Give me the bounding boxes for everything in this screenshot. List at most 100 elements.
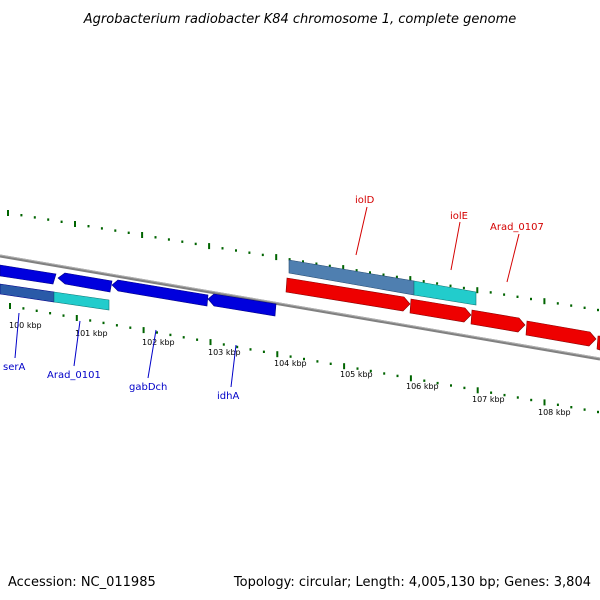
- inner-tick: [169, 333, 172, 337]
- leader-arad-0107: [506, 233, 520, 283]
- scale-label: 106 kbp: [406, 382, 439, 391]
- inner-tick: [543, 399, 546, 406]
- inner-tick: [222, 343, 225, 346]
- inner-tick: [556, 403, 559, 406]
- inner-tick: [209, 339, 212, 346]
- inner-tick: [156, 331, 158, 334]
- inner-tick: [369, 369, 372, 373]
- map-title: Agrobacterium radiobacter K84 chromosome…: [83, 12, 516, 27]
- inner-tick: [476, 387, 479, 394]
- gene-label-gabdch[interactable]: gabDch: [129, 382, 167, 393]
- inner-tick: [570, 406, 573, 409]
- gene-label-iole[interactable]: iolE: [450, 211, 468, 222]
- inner-tick: [383, 372, 386, 375]
- outer-tick: [449, 284, 452, 287]
- outer-tick-ring: [7, 210, 599, 312]
- accession-text: Accession: NC_011985: [8, 575, 156, 590]
- outer-tick: [583, 306, 586, 309]
- outer-tick: [20, 214, 23, 217]
- outer-tick: [382, 273, 385, 276]
- outer-tick: [74, 221, 76, 227]
- outer-tick: [395, 275, 398, 279]
- gene-arrow-red-1[interactable]: [285, 277, 411, 312]
- gene-arrow-arad-0101[interactable]: [53, 291, 110, 311]
- outer-tick: [409, 276, 412, 283]
- inner-tick: [75, 315, 78, 321]
- gene-arrow-row1-b[interactable]: [57, 272, 113, 293]
- inner-tick: [463, 386, 466, 390]
- outer-tick: [87, 225, 90, 228]
- outer-tick: [127, 231, 130, 234]
- gene-label-idha[interactable]: idhA: [217, 391, 239, 402]
- outer-tick: [543, 298, 546, 305]
- inner-tick: [303, 357, 305, 361]
- outer-tick: [503, 293, 506, 296]
- outer-tick: [369, 271, 371, 274]
- gene-label-arad-0101[interactable]: Arad_0101: [47, 370, 101, 381]
- genome-summary-text: Topology: circular; Length: 4,005,130 bp…: [233, 575, 591, 590]
- inner-tick: [343, 363, 346, 370]
- outer-tick: [328, 264, 331, 268]
- scale-label: 105 kbp: [340, 370, 373, 379]
- inner-tick: [436, 381, 439, 385]
- inner-tick: [396, 374, 399, 378]
- outer-tick: [235, 249, 237, 252]
- gene-arrow-iole[interactable]: [413, 280, 477, 306]
- outer-tick: [167, 238, 170, 241]
- scale-label: 104 kbp: [274, 359, 307, 368]
- outer-tick: [436, 282, 439, 285]
- inner-tick: [490, 391, 493, 394]
- gene-leader-lines: [14, 206, 520, 388]
- inner-tick: [115, 324, 118, 327]
- inner-tick: [356, 367, 359, 370]
- gene-arrow-red-2[interactable]: [409, 298, 472, 323]
- outer-tick: [315, 262, 318, 265]
- outer-tick: [422, 280, 425, 283]
- gene-arrow-red-3[interactable]: [470, 309, 526, 333]
- scale-label: 108 kbp: [538, 408, 571, 417]
- outer-tick: [342, 265, 345, 272]
- inner-tick: [530, 398, 533, 402]
- outer-tick: [597, 308, 599, 312]
- outer-tick: [302, 260, 304, 263]
- leader-iole: [450, 221, 461, 271]
- outer-tick: [208, 243, 211, 250]
- gene-arrow-sera-lower[interactable]: [0, 283, 55, 303]
- gene-arrow-red-5[interactable]: [596, 335, 600, 351]
- gene-label-arad-0107[interactable]: Arad_0107: [490, 222, 544, 233]
- gene-arrow-sera[interactable]: [0, 264, 57, 285]
- gene-arrow-idha[interactable]: [207, 293, 277, 317]
- leader-arad-0101: [73, 320, 81, 367]
- outer-tick: [141, 232, 144, 238]
- gene-arrow-gabdch[interactable]: [111, 279, 209, 307]
- inner-tick-ring: [9, 303, 599, 414]
- outer-tick: [60, 220, 63, 223]
- outer-tick: [462, 286, 465, 290]
- leader-idha: [230, 344, 237, 388]
- inner-tick: [516, 396, 519, 399]
- inner-tick: [289, 355, 292, 358]
- inner-tick: [276, 351, 279, 358]
- leader-sera: [14, 312, 20, 359]
- inner-tick: [329, 362, 332, 365]
- inner-tick: [142, 327, 145, 334]
- scale-labels: 100 kbp 101 kbp 102 kbp 103 kbp 104 kbp …: [9, 321, 571, 417]
- inner-tick: [236, 345, 239, 349]
- outer-tick: [248, 251, 251, 254]
- gene-track-forward-right: [285, 259, 600, 351]
- scale-label: 101 kbp: [75, 329, 108, 338]
- inner-tick: [102, 321, 105, 325]
- gene-arrow-red-4[interactable]: [525, 320, 597, 347]
- gene-labels: serA Arad_0101 gabDch idhA iolD iolE Ara…: [3, 195, 544, 402]
- outer-tick: [100, 227, 103, 230]
- gene-track-reverse-left: [0, 264, 277, 317]
- outer-tick: [476, 287, 479, 294]
- inner-tick: [49, 312, 52, 315]
- chromosome-backbone: [0, 254, 600, 361]
- outer-tick: [556, 302, 559, 305]
- outer-tick: [154, 236, 157, 239]
- chromosome-backbone-highlight: [0, 254, 600, 359]
- gene-label-sera[interactable]: serA: [3, 362, 25, 373]
- gene-label-iold[interactable]: iolD: [355, 195, 375, 206]
